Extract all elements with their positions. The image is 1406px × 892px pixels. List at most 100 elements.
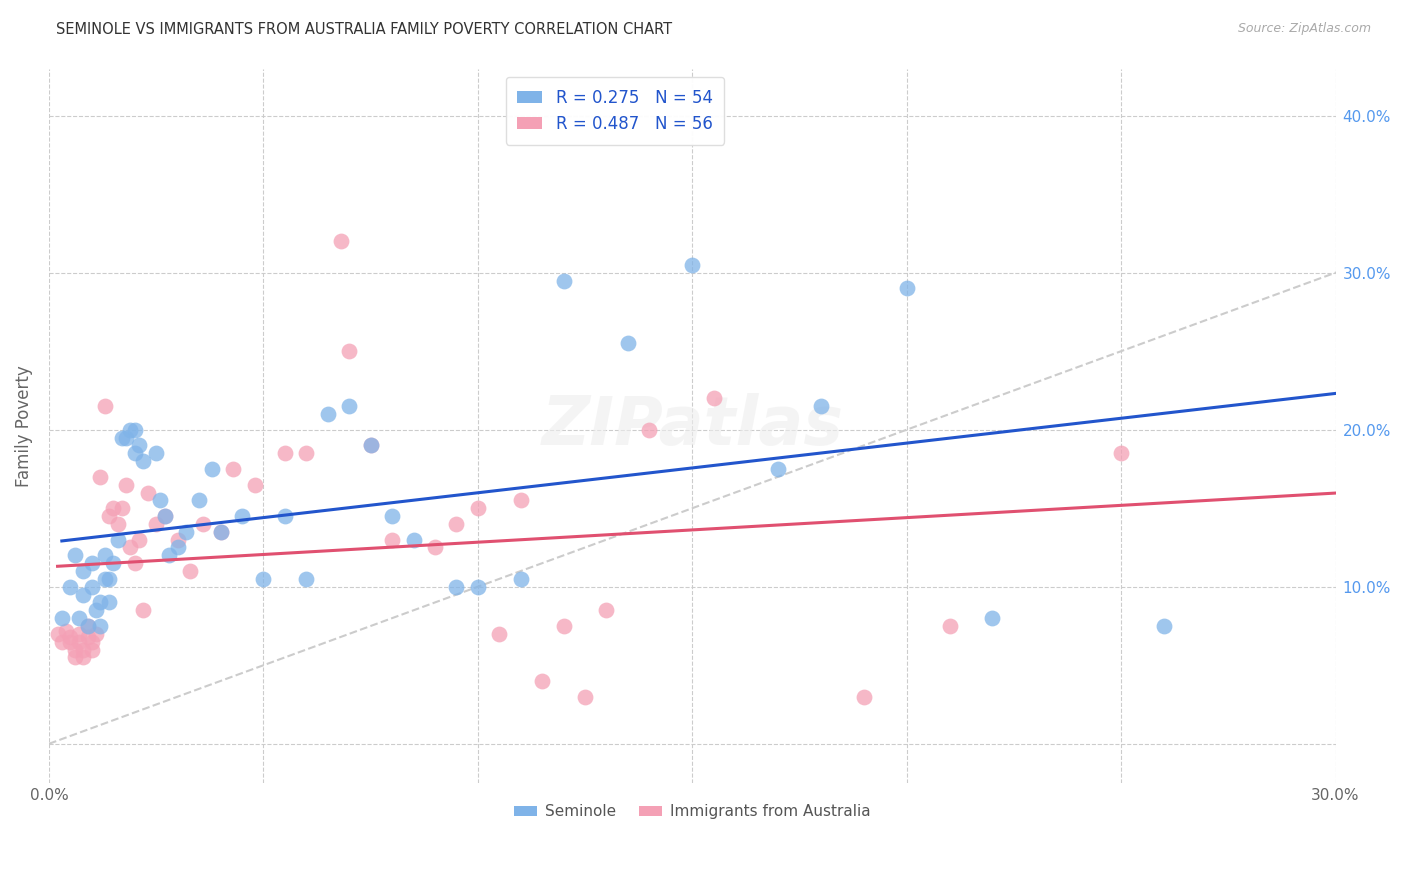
Point bbox=[553, 619, 575, 633]
Point bbox=[89, 470, 111, 484]
Point bbox=[938, 619, 960, 633]
Point bbox=[80, 634, 103, 648]
Legend: Seminole, Immigrants from Australia: Seminole, Immigrants from Australia bbox=[508, 798, 876, 825]
Point bbox=[115, 477, 138, 491]
Point bbox=[67, 634, 90, 648]
Point bbox=[638, 423, 661, 437]
Point bbox=[103, 501, 125, 516]
Point bbox=[120, 423, 142, 437]
Point bbox=[360, 438, 382, 452]
Point bbox=[80, 642, 103, 657]
Point bbox=[115, 431, 138, 445]
Point bbox=[446, 516, 468, 531]
Point bbox=[63, 650, 86, 665]
Point bbox=[89, 619, 111, 633]
Point bbox=[59, 580, 82, 594]
Text: ZIPatlas: ZIPatlas bbox=[541, 392, 844, 458]
Point bbox=[111, 501, 134, 516]
Point bbox=[84, 603, 107, 617]
Point bbox=[72, 588, 94, 602]
Point bbox=[67, 611, 90, 625]
Point bbox=[120, 541, 142, 555]
Point bbox=[179, 564, 201, 578]
Point bbox=[188, 493, 211, 508]
Point bbox=[136, 485, 159, 500]
Point bbox=[63, 549, 86, 563]
Point bbox=[98, 572, 121, 586]
Point bbox=[193, 516, 215, 531]
Point bbox=[93, 549, 115, 563]
Text: SEMINOLE VS IMMIGRANTS FROM AUSTRALIA FAMILY POVERTY CORRELATION CHART: SEMINOLE VS IMMIGRANTS FROM AUSTRALIA FA… bbox=[56, 22, 672, 37]
Point bbox=[209, 524, 232, 539]
Point bbox=[80, 580, 103, 594]
Point bbox=[93, 399, 115, 413]
Point bbox=[55, 624, 77, 638]
Point bbox=[149, 493, 172, 508]
Point bbox=[157, 549, 180, 563]
Point bbox=[51, 611, 73, 625]
Point bbox=[274, 509, 297, 524]
Point bbox=[766, 462, 789, 476]
Point bbox=[124, 446, 146, 460]
Point bbox=[76, 630, 98, 644]
Point bbox=[128, 533, 150, 547]
Point bbox=[107, 516, 129, 531]
Point bbox=[467, 580, 489, 594]
Point bbox=[896, 281, 918, 295]
Point bbox=[145, 446, 167, 460]
Point bbox=[84, 627, 107, 641]
Point bbox=[89, 595, 111, 609]
Point bbox=[76, 619, 98, 633]
Point bbox=[274, 446, 297, 460]
Point bbox=[93, 572, 115, 586]
Point bbox=[509, 572, 531, 586]
Point bbox=[46, 627, 69, 641]
Point bbox=[153, 509, 176, 524]
Point bbox=[76, 619, 98, 633]
Point bbox=[337, 344, 360, 359]
Point bbox=[1153, 619, 1175, 633]
Point bbox=[145, 516, 167, 531]
Point bbox=[67, 627, 90, 641]
Point bbox=[295, 572, 318, 586]
Point bbox=[63, 642, 86, 657]
Point bbox=[166, 541, 188, 555]
Point bbox=[381, 533, 404, 547]
Point bbox=[98, 595, 121, 609]
Point bbox=[98, 509, 121, 524]
Point bbox=[80, 556, 103, 570]
Point bbox=[467, 501, 489, 516]
Point bbox=[243, 477, 266, 491]
Point bbox=[402, 533, 425, 547]
Point bbox=[488, 627, 510, 641]
Point bbox=[209, 524, 232, 539]
Point bbox=[72, 650, 94, 665]
Point bbox=[360, 438, 382, 452]
Point bbox=[316, 407, 339, 421]
Point bbox=[1109, 446, 1132, 460]
Point bbox=[124, 556, 146, 570]
Point bbox=[59, 630, 82, 644]
Point bbox=[852, 690, 875, 704]
Y-axis label: Family Poverty: Family Poverty bbox=[15, 365, 32, 487]
Point bbox=[124, 423, 146, 437]
Point bbox=[703, 392, 725, 406]
Point bbox=[72, 564, 94, 578]
Point bbox=[128, 438, 150, 452]
Point bbox=[509, 493, 531, 508]
Point bbox=[381, 509, 404, 524]
Point bbox=[166, 533, 188, 547]
Point bbox=[337, 399, 360, 413]
Point bbox=[231, 509, 253, 524]
Point bbox=[981, 611, 1004, 625]
Text: Source: ZipAtlas.com: Source: ZipAtlas.com bbox=[1237, 22, 1371, 36]
Point bbox=[103, 556, 125, 570]
Point bbox=[423, 541, 446, 555]
Point bbox=[222, 462, 245, 476]
Point bbox=[617, 336, 640, 351]
Point bbox=[810, 399, 832, 413]
Point bbox=[107, 533, 129, 547]
Point bbox=[252, 572, 274, 586]
Point bbox=[174, 524, 197, 539]
Point bbox=[201, 462, 224, 476]
